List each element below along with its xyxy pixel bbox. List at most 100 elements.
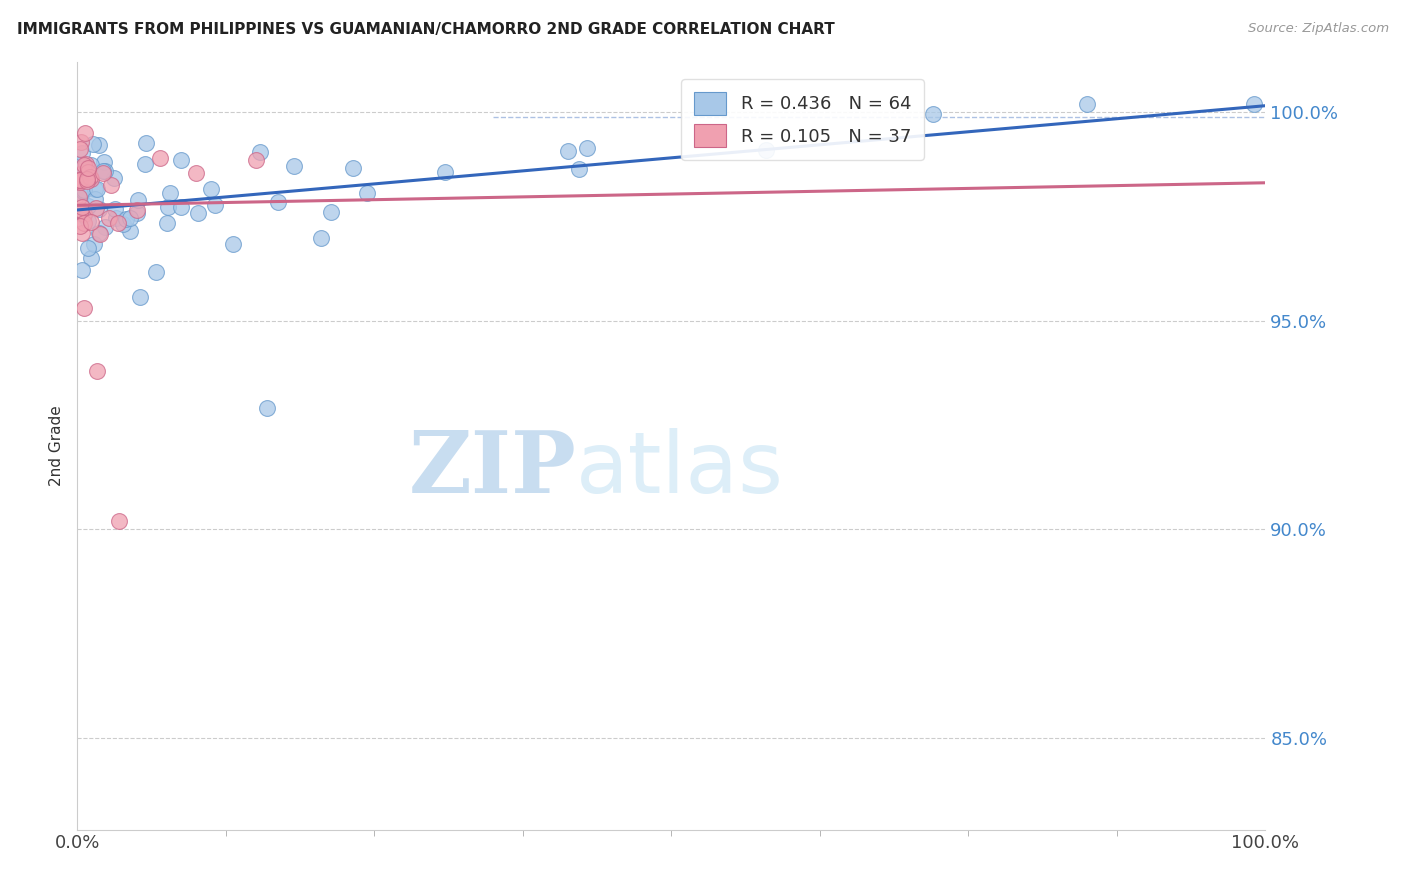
Point [107,216,129,230]
Point [73,216,96,230]
Point [283,159,305,173]
Point [67,174,90,188]
Point [204,198,226,212]
Point [222,236,245,251]
Point [70,145,93,160]
Point [159,186,181,200]
Point [1076,97,1098,112]
Point [156,216,179,230]
Point [89,226,111,240]
Point [157,201,180,215]
Point [755,143,778,157]
Point [321,205,343,219]
Point [97,211,120,225]
Point [93,164,115,178]
Point [356,186,378,201]
Point [125,203,148,218]
Point [103,171,125,186]
Point [84,201,107,215]
Point [67,190,90,204]
Point [76,199,98,213]
Point [75,156,97,170]
Point [73,158,96,172]
Point [69,135,91,149]
Point [75,126,97,140]
Y-axis label: 2nd Grade: 2nd Grade [49,406,65,486]
Point [145,265,167,279]
Point [72,184,94,198]
Point [134,157,156,171]
Text: Source: ZipAtlas.com: Source: ZipAtlas.com [1249,22,1389,36]
Point [67,158,90,172]
Point [114,212,136,227]
Point [200,182,222,196]
Point [128,290,150,304]
Point [84,182,107,196]
Point [73,301,96,316]
Point [69,142,91,156]
Point [72,184,94,198]
Point [433,165,456,179]
Point [186,166,208,180]
Point [83,193,105,207]
Point [80,252,103,266]
Point [76,241,98,255]
Point [93,155,115,169]
Point [127,193,149,207]
Point [72,160,94,174]
Point [100,178,122,192]
Point [76,161,98,176]
Point [921,107,943,121]
Point [73,183,96,197]
Point [80,215,103,229]
Point [89,227,111,241]
Point [83,237,105,252]
Point [69,219,91,233]
Point [342,161,364,175]
Point [67,185,90,199]
Point [72,263,94,277]
Point [86,182,108,196]
Point [169,201,191,215]
Point [135,136,157,150]
Point [69,167,91,181]
Point [77,165,100,179]
Point [69,203,91,218]
Point [557,145,579,159]
Point [82,137,104,152]
Point [256,401,278,416]
Point [87,137,110,152]
Point [93,220,115,235]
Point [69,173,91,187]
Point [76,171,98,186]
Legend: R = 0.436   N = 64, R = 0.105   N = 37: R = 0.436 N = 64, R = 0.105 N = 37 [681,79,924,160]
Point [309,231,332,245]
Point [1243,97,1265,112]
Point [69,175,91,189]
Text: ZIP: ZIP [409,427,576,511]
Point [89,202,111,217]
Point [120,224,142,238]
Point [125,206,148,220]
Point [149,151,172,165]
Point [79,170,101,185]
Point [70,200,93,214]
Point [170,153,193,168]
Point [91,166,114,180]
Point [80,158,103,172]
Point [76,173,98,187]
Point [86,364,108,378]
Point [245,153,267,168]
Point [111,218,134,232]
Point [70,226,93,240]
Point [105,211,128,225]
Point [108,514,131,528]
Text: atlas: atlas [576,427,785,510]
Point [187,206,209,220]
Point [80,171,103,186]
Point [73,208,96,222]
Point [73,207,96,221]
Text: IMMIGRANTS FROM PHILIPPINES VS GUAMANIAN/CHAMORRO 2ND GRADE CORRELATION CHART: IMMIGRANTS FROM PHILIPPINES VS GUAMANIAN… [17,22,835,37]
Point [249,145,271,159]
Point [94,164,117,178]
